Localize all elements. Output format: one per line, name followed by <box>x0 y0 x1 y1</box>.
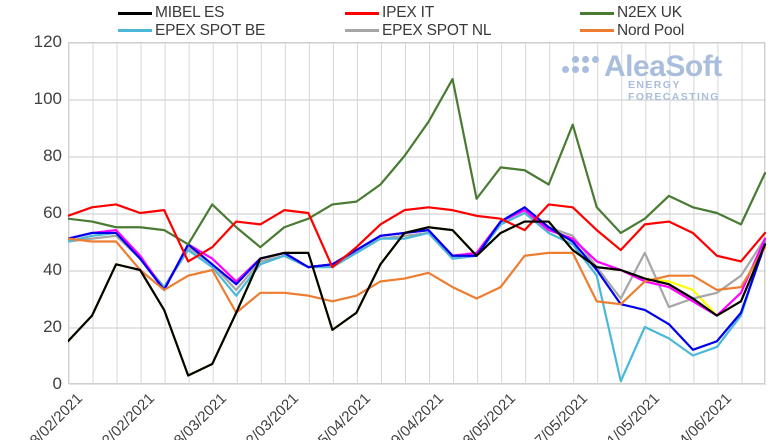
legend-label: N2EX UK <box>617 4 682 21</box>
legend-label: Nord Pool <box>617 21 685 39</box>
legend-color-swatch <box>580 11 614 15</box>
x-axis-tick-label: 03/05/2021 <box>453 390 519 440</box>
chart-legend: EPEX SPOT DE EPEX SPOT FR MIBEL PT MIBEL ES… <box>0 0 780 39</box>
legend-label: EPEX SPOT NL <box>382 21 492 39</box>
plot-area <box>68 42 766 385</box>
legend-color-swatch <box>345 29 379 32</box>
y-axis-tick-label: 60 <box>43 203 62 222</box>
x-axis-tick-label: 17/05/2021 <box>525 390 591 440</box>
series-line-ipex-it <box>68 203 767 269</box>
y-axis-tick-label: 20 <box>43 317 62 336</box>
legend-label: MIBEL PT <box>617 0 686 5</box>
y-axis: 0 20 40 60 80 100 120 <box>0 32 62 393</box>
y-axis-tick-label: 100 <box>33 89 62 108</box>
x-axis-tick-label: 22/02/2021 <box>93 390 159 440</box>
legend-item-mibel-es[interactable]: MIBEL ES <box>118 4 225 22</box>
legend-item-epex-spot-de[interactable]: EPEX SPOT DE <box>118 0 266 4</box>
x-axis-tick-label: 05/04/2021 <box>309 390 375 440</box>
y-axis-tick-label: 40 <box>43 260 62 279</box>
legend-label: EPEX SPOT FR <box>382 0 492 5</box>
y-axis-tick-label: 120 <box>33 32 62 51</box>
x-axis-tick-label: 22/03/2021 <box>237 390 303 440</box>
legend-color-swatch <box>118 11 152 15</box>
series-line-n2ex-uk <box>68 77 767 249</box>
y-axis-tick-label: 80 <box>43 146 62 165</box>
legend-label: MIBEL ES <box>155 4 225 21</box>
series-line-mibel-pt <box>68 220 767 377</box>
legend-color-swatch <box>118 29 152 32</box>
y-axis-tick-label: 0 <box>52 374 62 393</box>
legend-item-nord-pool[interactable]: Nord Pool <box>580 22 684 39</box>
legend-item-epex-spot-be[interactable]: EPEX SPOT BE <box>118 22 265 39</box>
legend-label: EPEX SPOT DE <box>155 0 266 5</box>
data-series-layer <box>68 77 767 383</box>
legend-color-swatch <box>580 29 614 32</box>
series-line-mibel-es <box>68 220 767 377</box>
legend-item-epex-spot-nl[interactable]: EPEX SPOT NL <box>345 21 492 39</box>
legend-label: EPEX SPOT BE <box>155 21 266 39</box>
legend-item-epex-spot-fr[interactable]: EPEX SPOT FR <box>345 0 492 4</box>
x-axis: 08/02/2021 22/02/2021 08/03/2021 22/03/2021… <box>0 384 780 440</box>
legend-item-n2ex-uk[interactable]: N2EX UK <box>580 4 682 22</box>
x-axis-tick-label: 19/04/2021 <box>381 390 447 440</box>
legend-item-mibel-pt[interactable]: MIBEL PT <box>580 0 686 5</box>
x-axis-tick-label: 31/05/2021 <box>597 390 663 440</box>
x-axis-tick-label: 14/06/2021 <box>669 390 735 440</box>
legend-label: IPEX IT <box>382 4 435 21</box>
grid-lines <box>69 43 766 385</box>
legend-color-swatch <box>345 11 379 15</box>
x-axis-tick-label: 08/02/2021 <box>20 390 87 440</box>
x-axis-tick-label: 08/03/2021 <box>165 390 231 440</box>
legend-item-ipex-it[interactable]: IPEX IT <box>345 4 435 22</box>
series-line-epex-spot-be <box>68 211 767 383</box>
